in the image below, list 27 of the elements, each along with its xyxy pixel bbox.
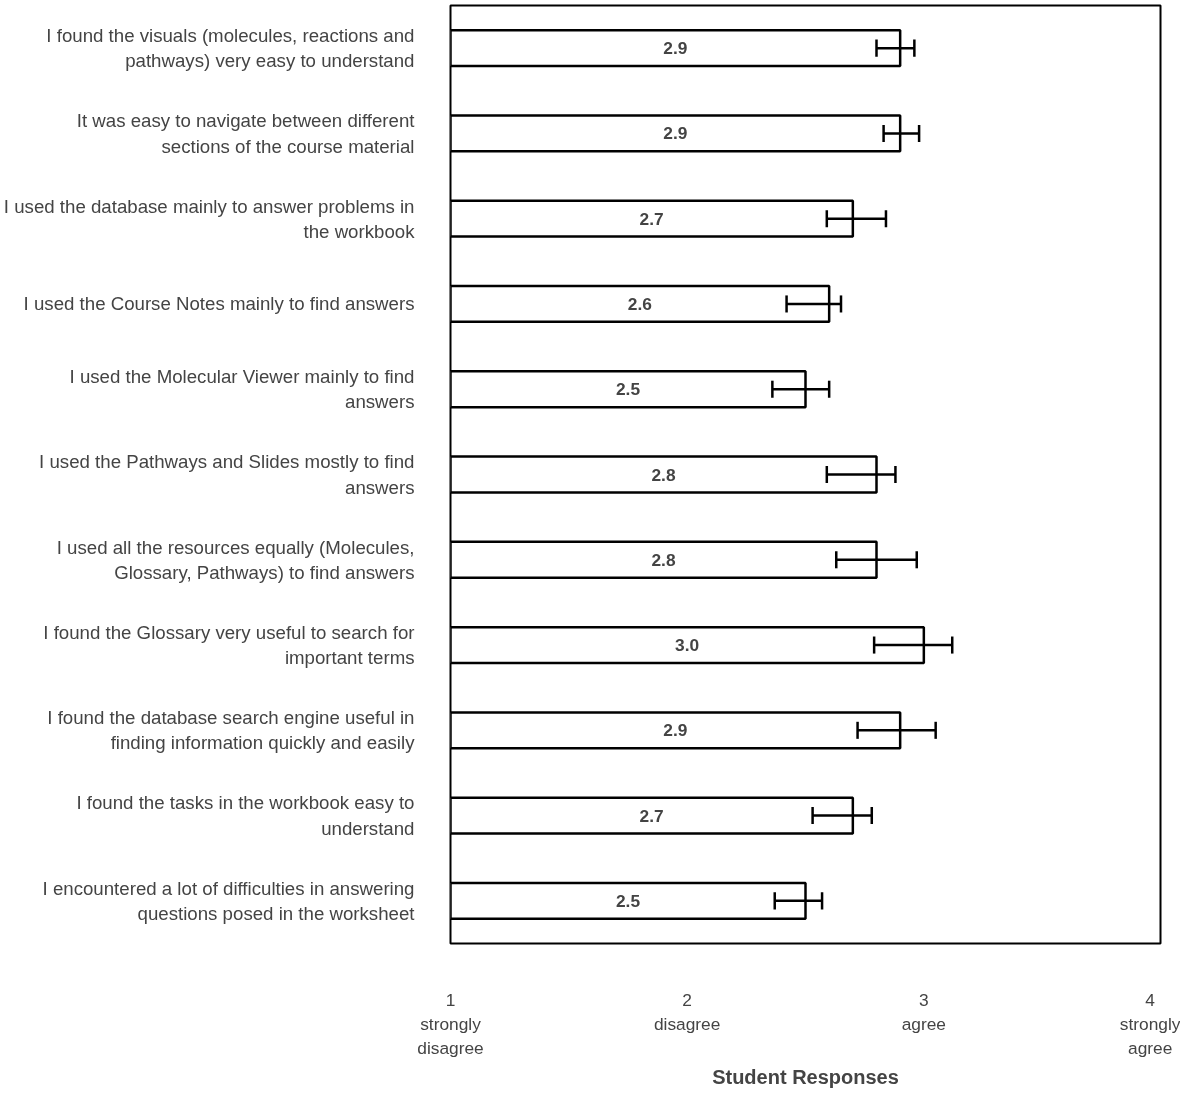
- x-tick-label: 2 disagree: [653, 989, 721, 1034]
- y-tick-label: I found the tasks in the workbook easy to understand: [76, 792, 415, 839]
- data-label: 2.9: [663, 123, 688, 144]
- y-tick-label: I used all the resources equally (Molecules, Glossary, Pathways) to find answers: [56, 536, 415, 583]
- data-label: 2.7: [639, 805, 664, 826]
- data-label: 2.7: [639, 208, 664, 229]
- data-label: 2.5: [615, 379, 641, 400]
- data-label: 3.0: [675, 635, 700, 656]
- y-tick-label: I used the database mainly to answer problems in the workbook: [3, 195, 416, 242]
- data-label: 2.5: [615, 890, 641, 911]
- y-tick-label: I found the database search engine useful in finding information quickly and easily: [47, 707, 416, 754]
- data-label: 2.9: [663, 38, 688, 59]
- data-label: 2.6: [627, 293, 653, 314]
- x-tick-label: 3 agree: [901, 989, 946, 1034]
- y-tick-label: It was easy to navigate between different sections of the course material: [76, 110, 416, 157]
- data-label: 2.8: [651, 549, 676, 570]
- data-label: 2.9: [663, 720, 688, 741]
- x-tick-label: 4 strongly agree: [1119, 989, 1181, 1058]
- y-tick-label: I used the Molecular Viewer mainly to find answers: [69, 366, 415, 413]
- y-tick-label: I used the Pathways and Slides mostly to find answers: [39, 451, 415, 498]
- x-tick-label: 1 strongly disagree: [417, 989, 484, 1058]
- y-tick-label: I used the Course Notes mainly to find answers: [23, 293, 415, 315]
- y-tick-label: I encountered a lot of difficulties in answering questions posed in the worksheet: [42, 877, 416, 924]
- y-tick-label: I found the visuals (molecules, reactions and pathways) very easy to understand: [46, 25, 415, 72]
- data-label: 2.8: [651, 464, 676, 485]
- y-tick-label: I found the Glossary very useful to search for important terms: [43, 621, 415, 669]
- x-axis-title: Student Responses: [712, 1065, 899, 1088]
